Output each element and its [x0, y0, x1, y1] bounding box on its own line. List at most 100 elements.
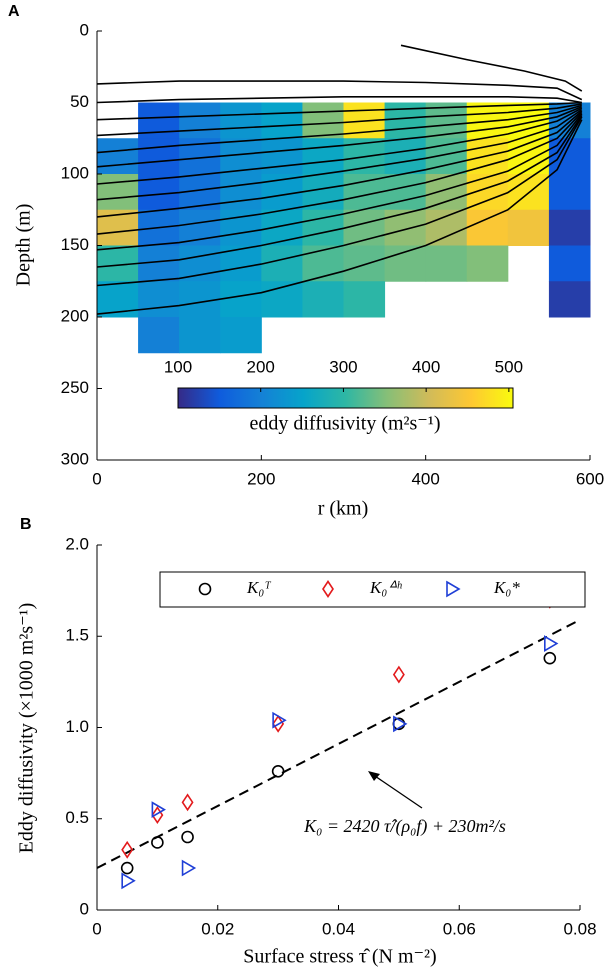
point	[393, 715, 408, 733]
heatmap-cell	[466, 245, 509, 282]
heatmap-cell	[302, 102, 344, 139]
point	[543, 651, 557, 665]
heatmap-cell	[261, 245, 303, 282]
point	[272, 714, 285, 733]
x-tick-label: 600	[576, 469, 604, 488]
heatmap-cell	[261, 138, 303, 175]
legend-box	[159, 571, 586, 608]
point	[181, 859, 197, 877]
y-tick-label: 1.5	[65, 626, 89, 645]
y-tick-label: 0.5	[65, 808, 89, 827]
heatmap-cell	[138, 281, 180, 318]
y-tick-label: 100	[61, 163, 89, 182]
point	[181, 830, 194, 844]
contour-line	[96, 119, 583, 315]
heatmap-cell	[220, 209, 262, 246]
contour-line	[96, 104, 583, 154]
heatmap-cell	[220, 281, 262, 318]
point	[151, 836, 164, 849]
y-tick-label: 2.0	[65, 534, 89, 553]
y-tick-label: 300	[61, 449, 89, 468]
heatmap-cell	[548, 209, 591, 246]
heatmap-cell	[220, 317, 262, 354]
heatmap-cell	[384, 209, 427, 246]
heatmap-cell	[466, 209, 509, 246]
arrow-head	[368, 771, 380, 781]
panel-label: A	[8, 3, 20, 20]
heatmap-cell	[343, 281, 386, 318]
heatmap-cell	[302, 174, 344, 211]
y-axis-label: Depth (m)	[13, 204, 35, 287]
legend-marker	[446, 580, 461, 598]
heatmap-cell	[548, 245, 591, 282]
contour-line	[96, 107, 583, 185]
heatmap-cell	[343, 245, 386, 282]
contour-line	[96, 108, 583, 201]
point	[181, 793, 194, 812]
heatmap-cell	[179, 209, 221, 246]
y-tick-label: 0	[80, 899, 89, 918]
heatmap-cell	[261, 102, 303, 139]
point	[151, 801, 166, 819]
x-axis-label: Surface stress τ̂ (N m⁻²)	[243, 946, 436, 968]
contour-line	[96, 110, 583, 218]
y-tick-label: 0	[80, 20, 89, 39]
heatmap-cell	[384, 245, 427, 282]
heatmap-cell	[548, 174, 591, 211]
x-tick-label: 400	[411, 469, 439, 488]
heatmap-cell	[220, 102, 262, 139]
legend-label: K₀ᵀ	[246, 578, 271, 597]
heatmap-cell	[425, 245, 468, 282]
contour-line	[96, 101, 582, 121]
heatmap-cell	[507, 209, 550, 246]
x-tick-label: 0.06	[443, 919, 476, 938]
colorbar-tick-label: 300	[329, 357, 357, 376]
point	[121, 872, 136, 890]
colorbar	[177, 387, 514, 409]
heatmap-cell	[97, 174, 139, 211]
y-tick-label: 150	[61, 235, 89, 254]
heatmap-cell	[179, 102, 221, 139]
heatmap-cell	[425, 174, 468, 211]
contour-line	[400, 44, 583, 92]
heatmap-cell	[220, 174, 262, 211]
fit-line	[96, 618, 581, 869]
heatmap-cell	[138, 245, 180, 282]
heatmap-cell	[179, 317, 221, 354]
contour-line	[96, 116, 583, 287]
x-tick-label: 0.02	[201, 919, 234, 938]
y-axis-label: Eddy diffusivity (×1000 m²s⁻¹)	[16, 603, 38, 854]
x-axis-label: r (km)	[318, 498, 369, 520]
point	[544, 635, 559, 652]
annotation: K₀ = 2420 τ̂/(ρ₀f) + 230m²/s	[303, 816, 506, 837]
heatmap-cell	[302, 281, 344, 318]
colorbar-label: eddy diffusivity (m²s⁻¹)	[249, 413, 440, 435]
contour-line	[96, 80, 583, 101]
point	[392, 665, 405, 684]
contour-line	[96, 96, 582, 104]
x-tick-label: 0	[92, 469, 101, 488]
point	[120, 861, 134, 875]
contour-line	[96, 113, 583, 251]
heatmap-cell	[425, 209, 468, 246]
heatmap-cell	[548, 281, 591, 318]
contour-line	[96, 106, 583, 168]
y-tick-label: 1.0	[65, 717, 89, 736]
colorbar-tick-label: 100	[164, 357, 192, 376]
x-tick-label: 200	[247, 469, 275, 488]
heatmap-cell	[507, 102, 550, 139]
heatmap-cell	[138, 317, 180, 354]
y-tick-label: 250	[61, 378, 89, 397]
point	[121, 840, 134, 859]
x-tick-label: 0.04	[322, 919, 355, 938]
heatmap-cell	[384, 174, 427, 211]
contour-line	[96, 114, 583, 268]
annotation-arrow	[371, 773, 423, 809]
panel-label: B	[20, 516, 32, 533]
y-tick-label: 50	[70, 92, 89, 111]
colorbar-tick-label: 200	[247, 357, 275, 376]
contour-line	[96, 111, 583, 235]
x-tick-label: 0.08	[563, 919, 596, 938]
legend-label: K₀ᐞʰ	[369, 578, 402, 597]
